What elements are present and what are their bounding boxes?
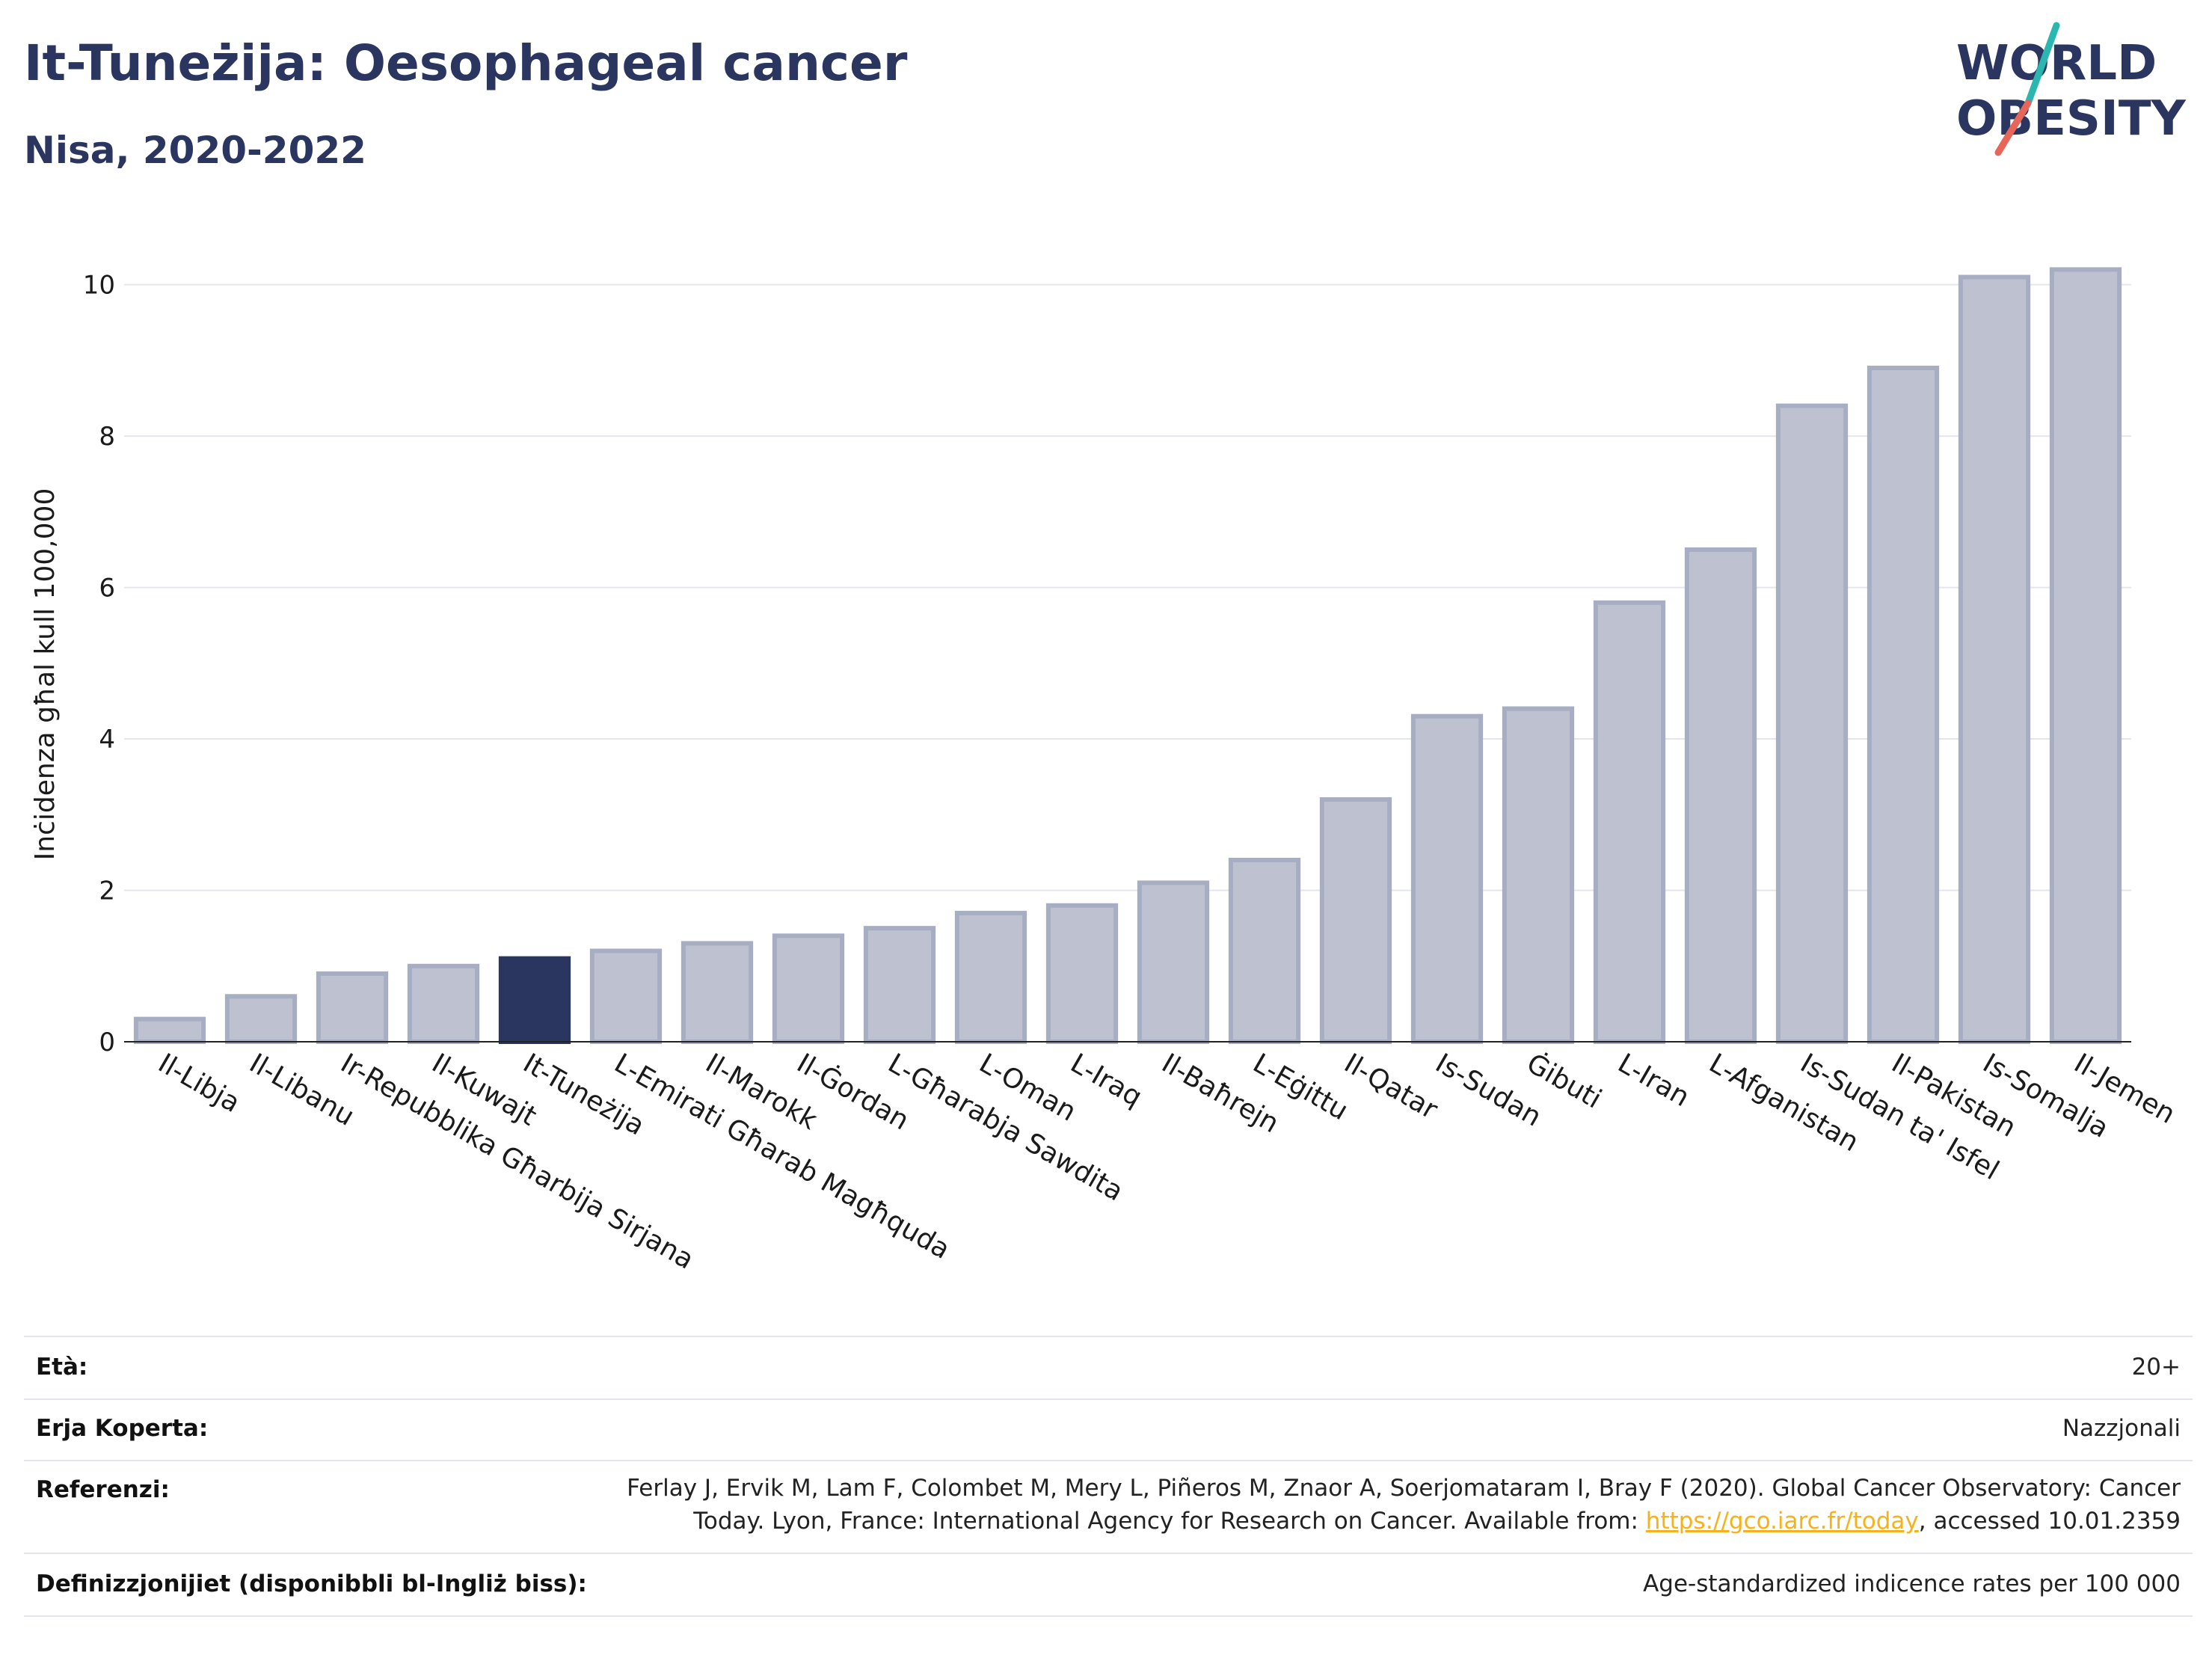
logo-slash-bottom <box>1994 99 2032 156</box>
footer-row-definitions: Definizzjonijiet (disponibbli bl-Ingliż … <box>24 1554 2193 1617</box>
x-tick-label: Il-Qatar <box>1339 1048 1443 1126</box>
bar-20[interactable] <box>1958 274 2031 1044</box>
references-value: Ferlay J, Ervik M, Lam F, Colombet M, Me… <box>627 1472 2181 1538</box>
x-tick-label: L-Iran <box>1613 1048 1695 1113</box>
metadata-table: Età: 20+ Erja Koperta: Nazzjonali Refere… <box>24 1336 2193 1620</box>
bar-7[interactable] <box>772 933 845 1045</box>
y-axis-title: Inċidenza għal kull 100,000 <box>30 488 61 861</box>
definitions-value: Age-standardized indicence rates per 100… <box>1643 1570 2181 1597</box>
footer-row-age: Età: 20+ <box>24 1336 2193 1400</box>
bar-17[interactable] <box>1684 547 1757 1044</box>
bar-1[interactable] <box>224 994 298 1045</box>
y-tick-label: 8 <box>99 422 115 452</box>
references-label: Referenzi: <box>36 1476 170 1503</box>
area-value: Nazzjonali <box>2062 1415 2181 1442</box>
references-link[interactable]: https://gco.iarc.fr/today <box>1645 1508 1919 1535</box>
footer-row-area: Erja Koperta: Nazzjonali <box>24 1398 2193 1461</box>
bar-4[interactable] <box>498 956 571 1044</box>
logo-line2: OBESITY <box>1956 91 2186 147</box>
logo-slash-top <box>2024 22 2060 107</box>
x-tick-label: Il-Libja <box>153 1048 245 1119</box>
bar-5[interactable] <box>589 948 663 1044</box>
bar-6[interactable] <box>681 941 754 1045</box>
bar-3[interactable] <box>407 963 480 1045</box>
chart-title: It-Tuneżija: Oesophageal cancer <box>24 34 908 92</box>
age-label: Età: <box>36 1354 88 1381</box>
definitions-label: Definizzjonijiet (disponibbli bl-Ingliż … <box>36 1570 587 1597</box>
y-tick-label: 4 <box>99 725 115 755</box>
area-label: Erja Koperta: <box>36 1415 209 1442</box>
bar-14[interactable] <box>1410 713 1484 1045</box>
y-axis-ticks: 0 2 4 6 8 10 <box>83 271 115 1057</box>
bar-10[interactable] <box>1045 903 1119 1045</box>
references-line1: Ferlay J, Ervik M, Lam F, Colombet M, Me… <box>627 1475 2181 1502</box>
references-line2-pre: Today. Lyon, France: International Agenc… <box>693 1508 1646 1535</box>
bar-21[interactable] <box>2049 267 2122 1044</box>
age-value: 20+ <box>2131 1354 2181 1381</box>
bar-19[interactable] <box>1867 365 1940 1044</box>
references-line2-post: , accessed 10.01.2359 <box>1918 1508 2181 1535</box>
bar-2[interactable] <box>316 971 389 1045</box>
chart-subtitle: Nisa, 2020-2022 <box>24 129 366 172</box>
bar-11[interactable] <box>1137 880 1210 1045</box>
bar-13[interactable] <box>1319 797 1392 1044</box>
bar-9[interactable] <box>954 910 1027 1045</box>
logo-line1: WORLD <box>1956 36 2157 91</box>
bars <box>133 267 2122 1045</box>
y-tick-label: 6 <box>99 574 115 604</box>
y-tick-label: 0 <box>99 1028 115 1057</box>
bar-15[interactable] <box>1502 706 1575 1044</box>
bar-8[interactable] <box>863 926 936 1044</box>
y-tick-label: 10 <box>83 271 115 301</box>
y-tick-label: 2 <box>99 876 115 906</box>
footer-row-references: Referenzi: Ferlay J, Ervik M, Lam F, Col… <box>24 1461 2193 1554</box>
bar-12[interactable] <box>1228 858 1301 1044</box>
x-tick-label: Il-Libanu <box>245 1048 360 1132</box>
bar-0[interactable] <box>133 1016 206 1044</box>
world-obesity-logo: WORLD OBESITY <box>1956 22 2186 156</box>
bar-18[interactable] <box>1775 403 1849 1044</box>
bar-16[interactable] <box>1593 600 1666 1044</box>
